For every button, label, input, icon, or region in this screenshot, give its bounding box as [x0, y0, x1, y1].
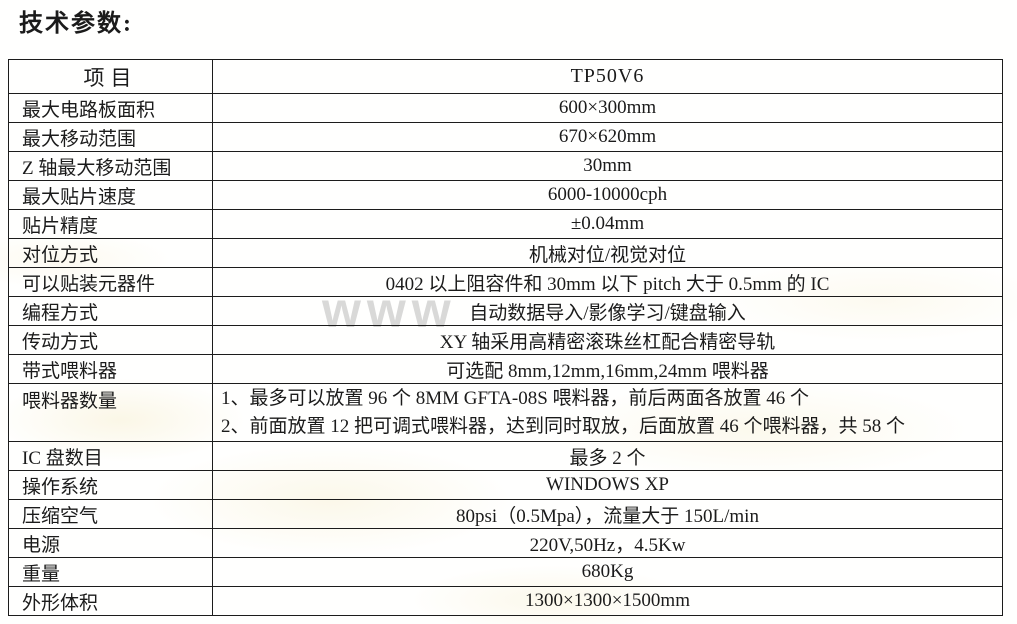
row-value: 自动数据导入/影像学习/键盘输入	[212, 296, 1003, 326]
table-row: 操作系统 WINDOWS XP	[8, 470, 1003, 500]
spec-table: 项目 TP50V6 最大电路板面积 600×300mm 最大移动范围 670×6…	[8, 59, 1003, 616]
page-title: 技术参数:	[19, 11, 133, 37]
table-row: 外形体积 1300×1300×1500mm	[8, 586, 1003, 616]
row-value: 最多 2 个	[212, 441, 1003, 471]
table-row: 编程方式 自动数据导入/影像学习/键盘输入	[8, 296, 1003, 326]
row-label: 传动方式	[8, 325, 213, 355]
row-value-line-1: 1、最多可以放置 96 个 8MM GFTA-08S 喂料器，前后两面各放置 4…	[221, 387, 810, 409]
table-row: 传动方式 XY 轴采用高精密滚珠丝杠配合精密导轨	[8, 325, 1003, 355]
table-row: 最大移动范围 670×620mm	[8, 122, 1003, 152]
row-value: 0402 以上阻容件和 30mm 以下 pitch 大于 0.5mm 的 IC	[212, 267, 1003, 297]
row-label: 喂料器数量	[8, 383, 213, 442]
row-label: 可以贴装元器件	[8, 267, 213, 297]
row-label: 编程方式	[8, 296, 213, 326]
row-label: IC 盘数目	[8, 441, 213, 471]
table-row: 可以贴装元器件 0402 以上阻容件和 30mm 以下 pitch 大于 0.5…	[8, 267, 1003, 297]
row-value: 680Kg	[212, 557, 1003, 587]
row-label: 带式喂料器	[8, 354, 213, 384]
row-value: ±0.04mm	[212, 209, 1003, 239]
header-item-label: 项目	[8, 59, 213, 94]
table-row: Z 轴最大移动范围 30mm	[8, 151, 1003, 181]
row-value: 220V,50Hz，4.5Kw	[212, 528, 1003, 558]
row-label: 贴片精度	[8, 209, 213, 239]
row-value: 机械对位/视觉对位	[212, 238, 1003, 268]
table-row: 最大贴片速度 6000-10000cph	[8, 180, 1003, 210]
row-label: 电源	[8, 528, 213, 558]
row-label: 重量	[8, 557, 213, 587]
row-value: XY 轴采用高精密滚珠丝杠配合精密导轨	[212, 325, 1003, 355]
row-label: 压缩空气	[8, 499, 213, 529]
row-label: Z 轴最大移动范围	[8, 151, 213, 181]
row-value: 600×300mm	[212, 93, 1003, 123]
table-row: 压缩空气 80psi（0.5Mpa），流量大于 150L/min	[8, 499, 1003, 529]
row-value: 1300×1300×1500mm	[212, 586, 1003, 616]
row-label: 最大移动范围	[8, 122, 213, 152]
row-value: 6000-10000cph	[212, 180, 1003, 210]
table-header-row: 项目 TP50V6	[8, 59, 1003, 94]
row-label: 外形体积	[8, 586, 213, 616]
table-row: 贴片精度 ±0.04mm	[8, 209, 1003, 239]
table-row: 电源 220V,50Hz，4.5Kw	[8, 528, 1003, 558]
row-value-multiline: 1、最多可以放置 96 个 8MM GFTA-08S 喂料器，前后两面各放置 4…	[212, 383, 1003, 442]
row-label: 对位方式	[8, 238, 213, 268]
table-row-feeder-count: 喂料器数量 1、最多可以放置 96 个 8MM GFTA-08S 喂料器，前后两…	[8, 383, 1003, 442]
table-row: 重量 680Kg	[8, 557, 1003, 587]
header-model-label: TP50V6	[212, 59, 1003, 94]
row-value: 670×620mm	[212, 122, 1003, 152]
row-value: 可选配 8mm,12mm,16mm,24mm 喂料器	[212, 354, 1003, 384]
table-row: 最大电路板面积 600×300mm	[8, 93, 1003, 123]
row-label: 最大电路板面积	[8, 93, 213, 123]
row-label: 操作系统	[8, 470, 213, 500]
row-label: 最大贴片速度	[8, 180, 213, 210]
table-row: 带式喂料器 可选配 8mm,12mm,16mm,24mm 喂料器	[8, 354, 1003, 384]
table-row: IC 盘数目 最多 2 个	[8, 441, 1003, 471]
row-value: WINDOWS XP	[212, 470, 1003, 500]
table-row: 对位方式 机械对位/视觉对位	[8, 238, 1003, 268]
row-value-line-2: 2、前面放置 12 把可调式喂料器，达到同时取放，后面放置 46 个喂料器，共 …	[221, 415, 906, 437]
row-value: 80psi（0.5Mpa），流量大于 150L/min	[212, 499, 1003, 529]
row-value: 30mm	[212, 151, 1003, 181]
